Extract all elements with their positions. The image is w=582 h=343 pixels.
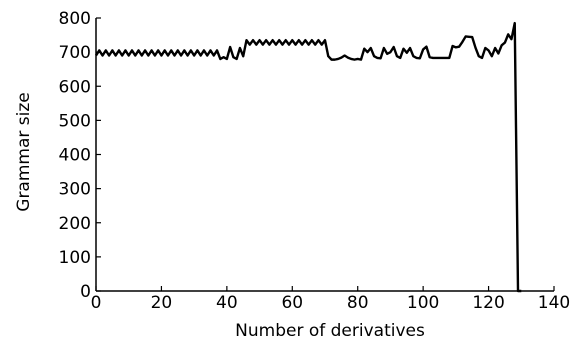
x-tick-label: 60 — [281, 293, 303, 313]
y-tick-label: 100 — [59, 248, 91, 268]
y-axis-ticks: 0 100 200 300 400 500 600 700 800 — [59, 9, 101, 302]
x-axis-title: Number of derivatives — [235, 321, 425, 341]
x-axis-ticks: 0 20 40 60 80 100 120 140 — [91, 286, 570, 313]
plot-area: 0 20 40 60 80 100 120 140 0 100 200 300 400 500 600 70… — [59, 9, 571, 313]
series-line — [94, 21, 522, 293]
y-tick-label: 300 — [59, 180, 91, 200]
x-tick-label: 20 — [151, 293, 173, 313]
y-tick-label: 200 — [59, 214, 91, 234]
y-tick-label: 400 — [59, 146, 91, 166]
x-tick-label: 40 — [216, 293, 238, 313]
x-tick-label: 140 — [538, 293, 570, 313]
x-tick-label: 80 — [347, 293, 369, 313]
y-tick-label: 0 — [80, 282, 91, 302]
x-tick-label: 120 — [472, 293, 504, 313]
y-tick-label: 800 — [59, 9, 91, 29]
y-axis-title: Grammar size — [14, 92, 34, 211]
x-tick-label: 100 — [407, 293, 439, 313]
y-tick-label: 600 — [59, 77, 91, 97]
x-tick-label: 0 — [91, 293, 102, 313]
y-tick-label: 500 — [59, 111, 91, 131]
y-tick-label: 700 — [59, 43, 91, 63]
